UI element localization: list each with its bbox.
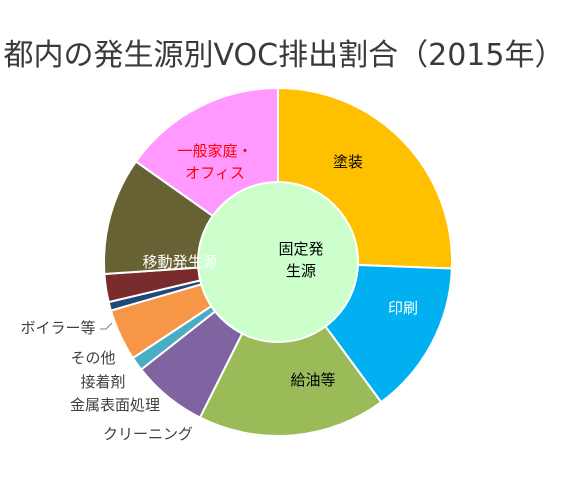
slice-label-9: 一般家庭・オフィス: [177, 142, 252, 182]
slice-label-7: ボイラー等: [20, 319, 95, 337]
slice-label-1: 印刷: [388, 299, 418, 317]
center-label: 固定発生源: [278, 240, 323, 280]
slice-label-5: 接着剤: [80, 373, 125, 391]
chart-title: 都内の発生源別VOC排出割合（2015年）: [3, 38, 565, 73]
slice-label-0: 塗装: [333, 153, 363, 171]
slice-label-2: 給油等: [290, 371, 335, 389]
slice-2: [198, 260, 383, 437]
slice-label-3: クリーニング: [103, 425, 193, 443]
leader-line-7: [100, 322, 113, 330]
center-slice: [197, 181, 359, 343]
slice-label-8: 移動発生源: [142, 253, 217, 271]
slice-label-6: その他: [70, 349, 115, 367]
slice-label-4: 金属表面処理: [70, 396, 160, 414]
